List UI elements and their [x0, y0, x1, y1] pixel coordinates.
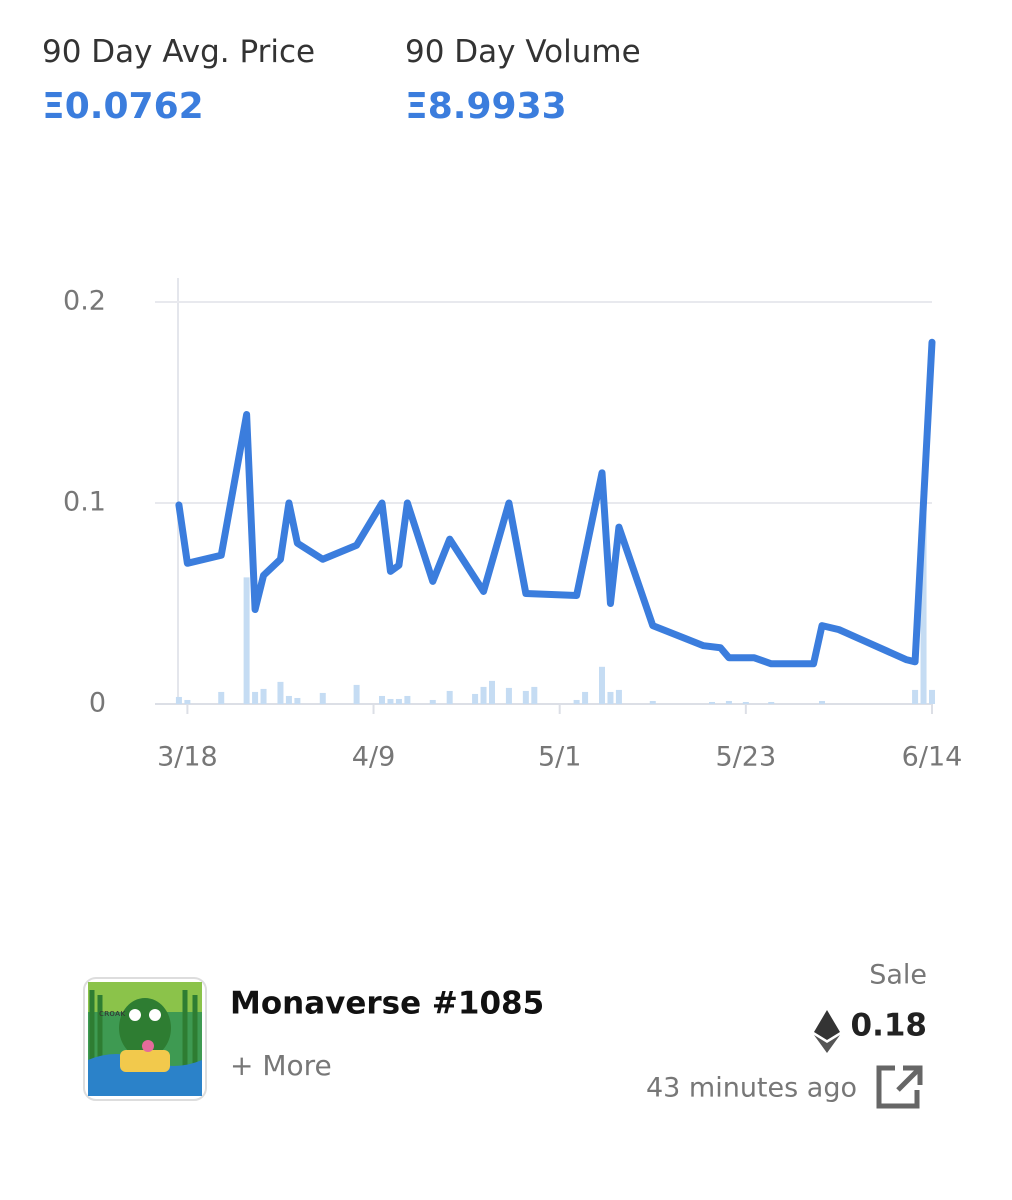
x-tick-label: 4/9: [352, 742, 395, 773]
volume-bar: [404, 695, 411, 704]
volume-bar: [489, 680, 495, 704]
volume-bar: [277, 681, 284, 704]
sale-type: Sale: [869, 960, 927, 991]
chart: 0 0.1 0.2 3/18 4/9 5/1 5/23 6/14: [63, 278, 963, 773]
more-link[interactable]: + More: [230, 1049, 332, 1082]
stat-label: 90 Day Volume: [405, 34, 641, 70]
nft-thumbnail[interactable]: ᴄʀᴏᴀᴋ: [83, 977, 207, 1101]
eth-icon: [814, 1010, 840, 1053]
x-tick-label: 5/1: [538, 742, 581, 773]
stat-volume: 90 Day Volume Ξ8.9933: [405, 34, 641, 127]
volume-bar: [353, 684, 360, 704]
x-tick-label: 6/14: [902, 742, 963, 773]
price-line: [175, 338, 936, 668]
volume-bar: [285, 695, 292, 704]
volume-bar: [446, 690, 453, 704]
volume-bar: [768, 701, 775, 704]
y-tick-label: 0.1: [63, 487, 106, 518]
volume-bar: [522, 690, 529, 704]
volume-bar: [252, 691, 259, 704]
sale-row[interactable]: ᴄʀᴏᴀᴋ Monaverse #1085 + More Sale 0.18 4…: [0, 950, 1012, 1150]
y-tick-label: 0.2: [63, 286, 106, 317]
volume-bar: [912, 689, 919, 704]
volume-bar: [573, 699, 580, 704]
volume-bar: [472, 693, 479, 704]
y-tick-label: 0: [89, 688, 106, 719]
stat-label: 90 Day Avg. Price: [42, 34, 316, 70]
volume-bar: [599, 666, 605, 704]
sale-price: 0.18: [851, 1008, 928, 1044]
volume-bar: [429, 699, 436, 704]
volume-bar: [319, 692, 326, 704]
volume-bar: [709, 701, 715, 704]
volume-bar: [175, 696, 182, 704]
volume-bar: [649, 700, 656, 704]
volume-bar: [607, 691, 614, 704]
volume-bar: [294, 697, 301, 704]
stat-value: Ξ0.0762: [42, 86, 204, 127]
volume-bar: [615, 689, 622, 704]
volume-bar: [929, 689, 935, 704]
volume-bar: [920, 490, 927, 704]
x-tick-label: 3/18: [157, 742, 218, 773]
x-tick-label: 5/23: [716, 742, 777, 773]
volume-bar: [480, 686, 487, 704]
volume-bar: [243, 577, 250, 704]
stat-avg-price: 90 Day Avg. Price Ξ0.0762: [42, 34, 315, 127]
nft-name[interactable]: Monaverse #1085: [230, 986, 544, 1022]
volume-bar: [395, 698, 402, 704]
external-link-icon[interactable]: [876, 1065, 923, 1109]
volume-bar: [505, 687, 512, 704]
volume-bar: [260, 688, 267, 704]
svg-text:ᴄʀᴏᴀᴋ: ᴄʀᴏᴀᴋ: [99, 1009, 126, 1019]
volume-bar: [387, 698, 394, 704]
volume-bar: [531, 686, 538, 704]
volume-bar: [184, 699, 191, 704]
volume-bar: [742, 701, 749, 704]
sale-time: 43 minutes ago: [646, 1073, 857, 1104]
stat-value: Ξ8.9933: [405, 86, 567, 127]
volume-bar: [379, 695, 385, 704]
volume-bar: [218, 691, 225, 704]
volume-bar: [725, 700, 732, 704]
volume-bar: [582, 691, 589, 704]
volume-bar: [819, 700, 825, 704]
